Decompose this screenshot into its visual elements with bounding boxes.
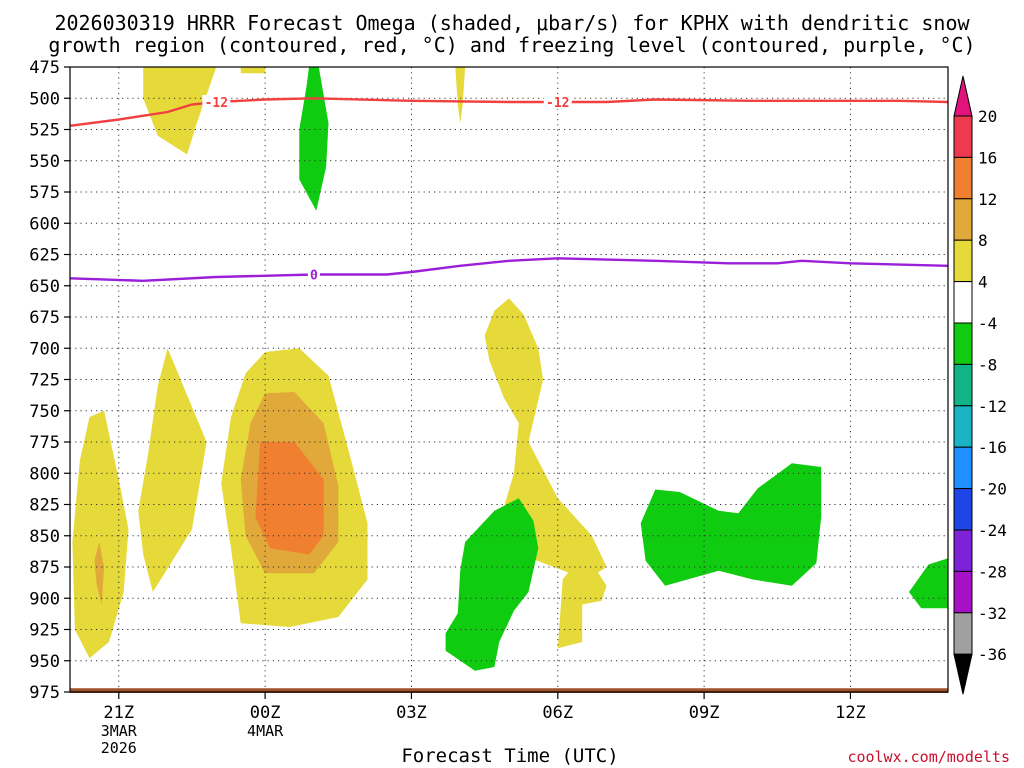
y-tick-label: 925 xyxy=(29,621,60,641)
omega-region-6 xyxy=(138,348,207,592)
colorbar-label: -32 xyxy=(978,604,1007,623)
y-tick-label: 525 xyxy=(29,121,60,141)
colorbar-label: -28 xyxy=(978,562,1007,581)
colorbar-label: -4 xyxy=(978,314,997,333)
x-tick-label: 03Z xyxy=(396,703,427,723)
omega-region-0 xyxy=(143,67,217,155)
ground-surface xyxy=(70,688,948,693)
colorbar-label: -16 xyxy=(978,438,1007,457)
y-tick-label: 825 xyxy=(29,496,60,516)
colorbar-swatch xyxy=(953,322,973,365)
omega-shading xyxy=(72,67,948,671)
y-tick-label: 850 xyxy=(29,527,60,547)
colorbar-label: 4 xyxy=(978,273,988,292)
y-tick-label: 550 xyxy=(29,152,60,172)
colorbar-label: 20 xyxy=(978,107,997,126)
colorbar-swatch xyxy=(953,239,973,283)
y-tick-label: 475 xyxy=(29,58,60,78)
y-tick-label: 875 xyxy=(29,558,60,578)
colorbar-label: 12 xyxy=(978,190,997,209)
credit-link[interactable]: coolwx.com/modelts xyxy=(847,748,1010,766)
contours: -12 -12 0 xyxy=(70,95,948,284)
dgz-contour-label: -12 xyxy=(205,96,228,111)
y-tick-label: 675 xyxy=(29,308,60,328)
y-tick-label: 950 xyxy=(29,652,60,672)
colorbar-swatch xyxy=(953,198,973,241)
y-tick-label: 800 xyxy=(29,464,60,484)
x-tick-label: 06Z xyxy=(542,703,573,723)
colorbar-swatch xyxy=(953,281,973,324)
omega-region-3 xyxy=(299,67,329,211)
x-tick-year: 2026 xyxy=(101,739,137,757)
y-tick-label: 600 xyxy=(29,214,60,234)
x-axis-label: Forecast Time (UTC) xyxy=(401,745,619,767)
colorbar-swatch xyxy=(953,156,973,200)
y-axis: 475 500 525 550 575 600 625 650 675 700 725 750 775 8… xyxy=(29,58,70,703)
colorbar-swatch xyxy=(953,115,973,158)
dgz-contour-label-bg xyxy=(202,95,231,109)
y-tick-label: 700 xyxy=(29,339,60,359)
x-tick-date: 3MAR xyxy=(101,722,138,740)
freezing-level-contour-line xyxy=(70,257,948,283)
y-tick-label: 575 xyxy=(29,183,60,203)
colorbar-label: -12 xyxy=(978,397,1007,416)
freezing-level-contour-label: 0 xyxy=(310,269,318,284)
colorbar-swatch xyxy=(953,446,973,490)
omega-region-5 xyxy=(94,542,105,605)
colorbar-swatch xyxy=(953,570,973,614)
y-tick-label: 725 xyxy=(29,371,60,391)
x-tick-label: 09Z xyxy=(689,703,720,723)
omega-region-4 xyxy=(72,410,129,659)
colorbar-label: 8 xyxy=(978,231,988,250)
chart-title-line1: 2026030319 HRRR Forecast Omega (shaded, … xyxy=(54,11,970,35)
colorbar-label: 16 xyxy=(978,148,997,167)
colorbar-swatch xyxy=(953,488,973,531)
colorbar-label: -24 xyxy=(978,521,1007,540)
colorbar-top-triangle xyxy=(953,75,973,117)
omega-region-9 xyxy=(255,442,324,555)
dgz-contour-label-bg xyxy=(543,95,572,109)
y-tick-label: 775 xyxy=(29,433,60,453)
omega-region-14 xyxy=(909,558,948,609)
colorbar-label: -20 xyxy=(978,480,1007,499)
colorbar-swatch xyxy=(953,529,973,572)
colorbar: 20 16 12 8 4 -4 -8 -12 -16 -20 -24 -28 -32 -36 xyxy=(953,75,1007,695)
y-tick-label: 750 xyxy=(29,402,60,422)
freezing-level-contour-label-bg xyxy=(307,267,320,282)
y-tick-label: 900 xyxy=(29,589,60,609)
colorbar-label: -8 xyxy=(978,355,997,374)
omega-region-13 xyxy=(640,463,822,586)
omega-region-11 xyxy=(557,567,607,649)
y-tick-label: 650 xyxy=(29,277,60,297)
omega-region-12 xyxy=(445,498,539,671)
x-tick-label: 12Z xyxy=(835,703,866,723)
y-tick-label: 625 xyxy=(29,246,60,266)
y-tick-label: 975 xyxy=(29,683,60,703)
colorbar-swatch xyxy=(953,405,973,448)
x-tick-label: 00Z xyxy=(250,703,281,723)
colorbar-bottom-triangle xyxy=(953,653,973,695)
x-tick-label: 21Z xyxy=(103,703,134,723)
chart-title-line2: growth region (contoured, red, °C) and f… xyxy=(48,33,976,57)
colorbar-label: -36 xyxy=(978,645,1007,664)
colorbar-swatch xyxy=(953,363,973,407)
dgz-contour-label: -12 xyxy=(546,96,569,111)
dgz-contour-line xyxy=(70,97,948,127)
omega-region-1 xyxy=(240,67,266,74)
x-tick-date: 4MAR xyxy=(247,722,284,740)
y-tick-label: 500 xyxy=(29,89,60,109)
omega-region-2 xyxy=(455,67,466,124)
colorbar-swatch xyxy=(953,612,973,655)
